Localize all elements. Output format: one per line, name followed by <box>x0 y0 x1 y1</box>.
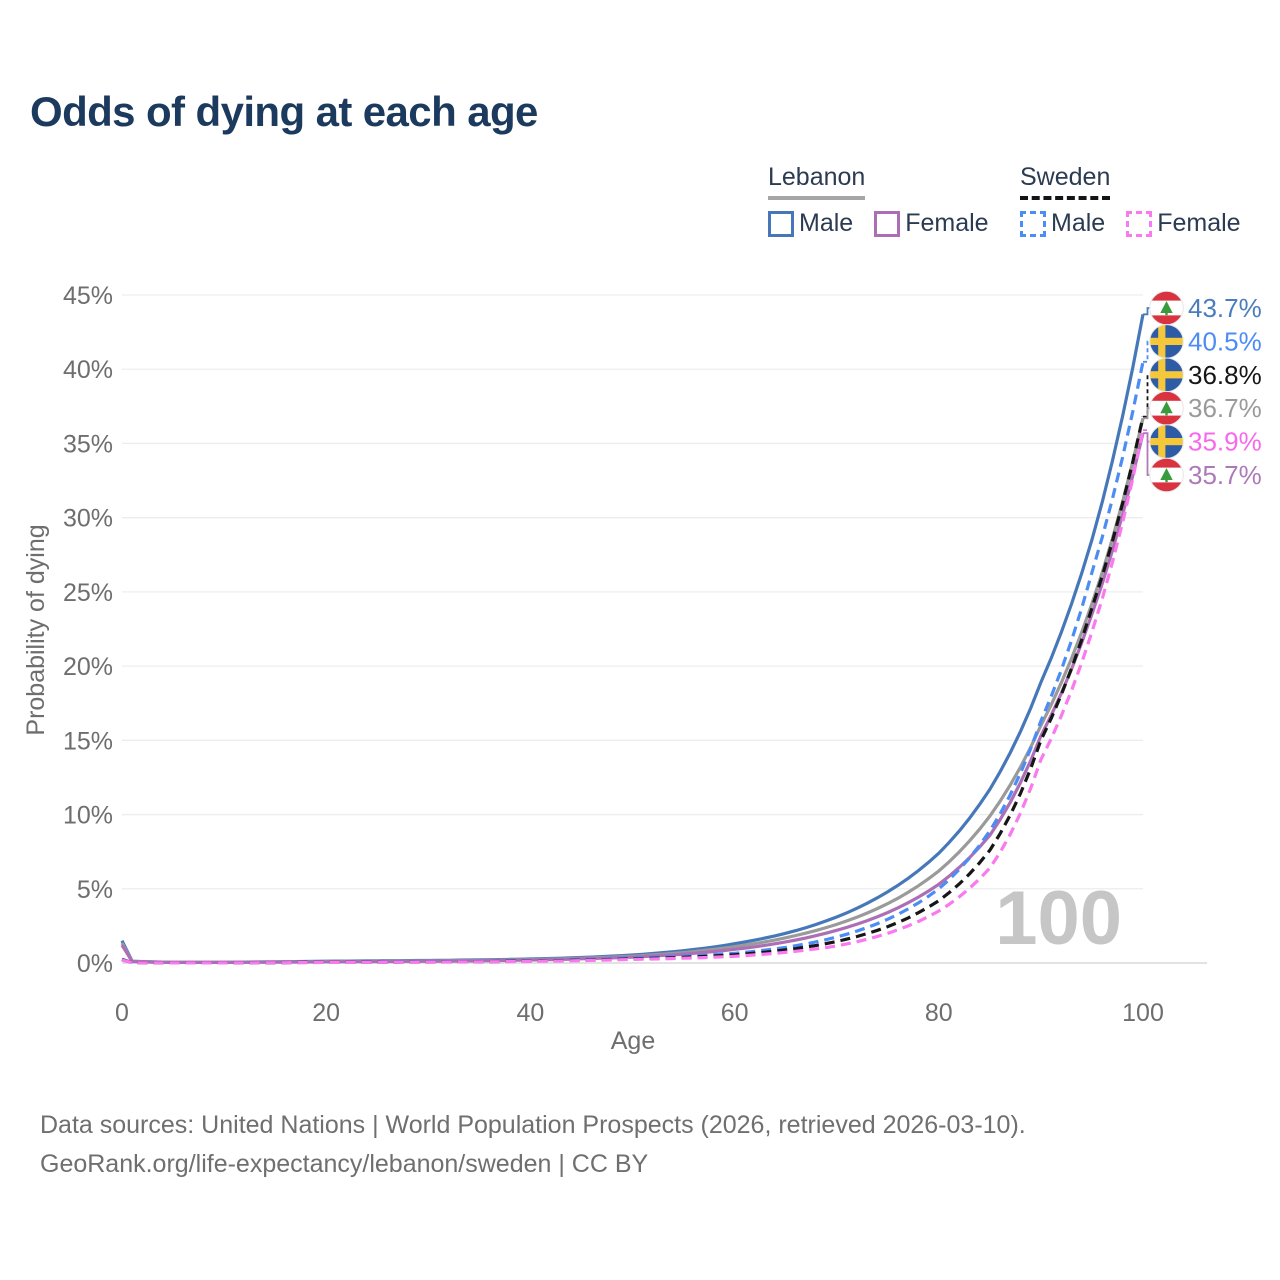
legend-item-lebanon-female-label: Female <box>905 209 989 237</box>
end-value-label-sweden-female: 35.9% <box>1188 427 1262 457</box>
flag-lebanon-icon <box>1149 390 1184 426</box>
legend-item-sweden-male-label: Male <box>1051 209 1106 237</box>
legend-country-sweden-label: Sweden <box>1020 163 1111 191</box>
end-value-label-lebanon-total: 36.7% <box>1188 393 1262 423</box>
series-line-lebanon-male[interactable] <box>120 313 1145 964</box>
y-axis-title: Probability of dying <box>22 524 50 735</box>
lebanon-line-style-swatch <box>768 196 866 200</box>
footer: Data sources: United Nations | World Pop… <box>40 1106 1026 1184</box>
y-tick-label: 15% <box>63 727 113 755</box>
y-tick-label: 30% <box>63 505 113 533</box>
flag-sweden-icon <box>1149 424 1184 459</box>
sweden-line-style-swatch <box>1020 196 1111 200</box>
x-tick-label: 60 <box>721 999 749 1027</box>
legend-country-lebanon[interactable]: Lebanon <box>768 163 866 200</box>
x-tick-label: 0 <box>115 999 129 1027</box>
series-line-sweden-total[interactable] <box>121 416 1145 965</box>
sweden-male-swatch <box>1020 210 1046 237</box>
legend-item-sweden-female-label: Female <box>1157 209 1241 237</box>
legend-item-sweden-male[interactable]: Male <box>1020 209 1105 238</box>
y-tick-label: 5% <box>77 876 113 904</box>
flag-sweden-icon <box>1149 324 1184 359</box>
y-tick-label: 25% <box>63 579 113 607</box>
x-tick-label: 20 <box>312 999 340 1027</box>
legend-group-lebanon: Lebanon Male Female <box>768 163 989 238</box>
end-value-label-lebanon-male: 43.7% <box>1188 293 1262 323</box>
series-line-sweden-female[interactable] <box>121 429 1145 965</box>
x-tick-label: 40 <box>516 999 544 1027</box>
x-tick-label: 100 <box>1122 999 1164 1027</box>
legend-item-lebanon-female[interactable]: Female <box>874 209 989 238</box>
end-value-label-sweden-male: 40.5% <box>1188 326 1262 356</box>
footer-source-line: Data sources: United Nations | World Pop… <box>40 1111 1026 1139</box>
end-value-label-sweden-total: 36.8% <box>1188 360 1262 390</box>
x-axis-title: Age <box>611 1027 655 1055</box>
y-tick-label: 20% <box>63 653 113 681</box>
legend-item-sweden-female[interactable]: Female <box>1126 209 1241 238</box>
legend-group-sweden: Sweden Male Female <box>1020 163 1241 238</box>
y-tick-label: 40% <box>63 356 113 384</box>
footer-attribution-line: GeoRank.org/life-expectancy/lebanon/swed… <box>40 1150 649 1178</box>
annotation-connector <box>1143 340 1151 363</box>
series-line-lebanon-female[interactable] <box>120 432 1145 964</box>
y-tick-label: 35% <box>63 430 113 458</box>
flag-sweden-icon <box>1149 357 1184 393</box>
sweden-female-swatch <box>1126 210 1153 237</box>
page-title: Odds of dying at each age <box>30 88 538 135</box>
legend-country-lebanon-label: Lebanon <box>768 163 866 191</box>
legend-country-sweden[interactable]: Sweden <box>1020 163 1111 200</box>
series-line-lebanon-total[interactable] <box>120 417 1145 964</box>
y-tick-label: 45% <box>63 282 113 310</box>
lebanon-female-swatch <box>874 210 901 237</box>
x-tick-label: 80 <box>925 999 953 1027</box>
end-value-label-lebanon-female: 35.7% <box>1188 460 1262 490</box>
y-tick-label: 10% <box>63 802 113 830</box>
y-tick-label: 0% <box>77 950 113 978</box>
flag-lebanon-icon <box>1149 290 1184 326</box>
legend-item-lebanon-male-label: Male <box>799 209 854 237</box>
annotation-connector <box>1143 373 1151 418</box>
flag-lebanon-icon <box>1149 457 1184 493</box>
legend-item-lebanon-male[interactable]: Male <box>768 209 853 238</box>
series-line-sweden-male[interactable] <box>121 361 1145 965</box>
lebanon-male-swatch <box>768 210 794 237</box>
hovered-age-watermark: 100 <box>995 876 1122 961</box>
